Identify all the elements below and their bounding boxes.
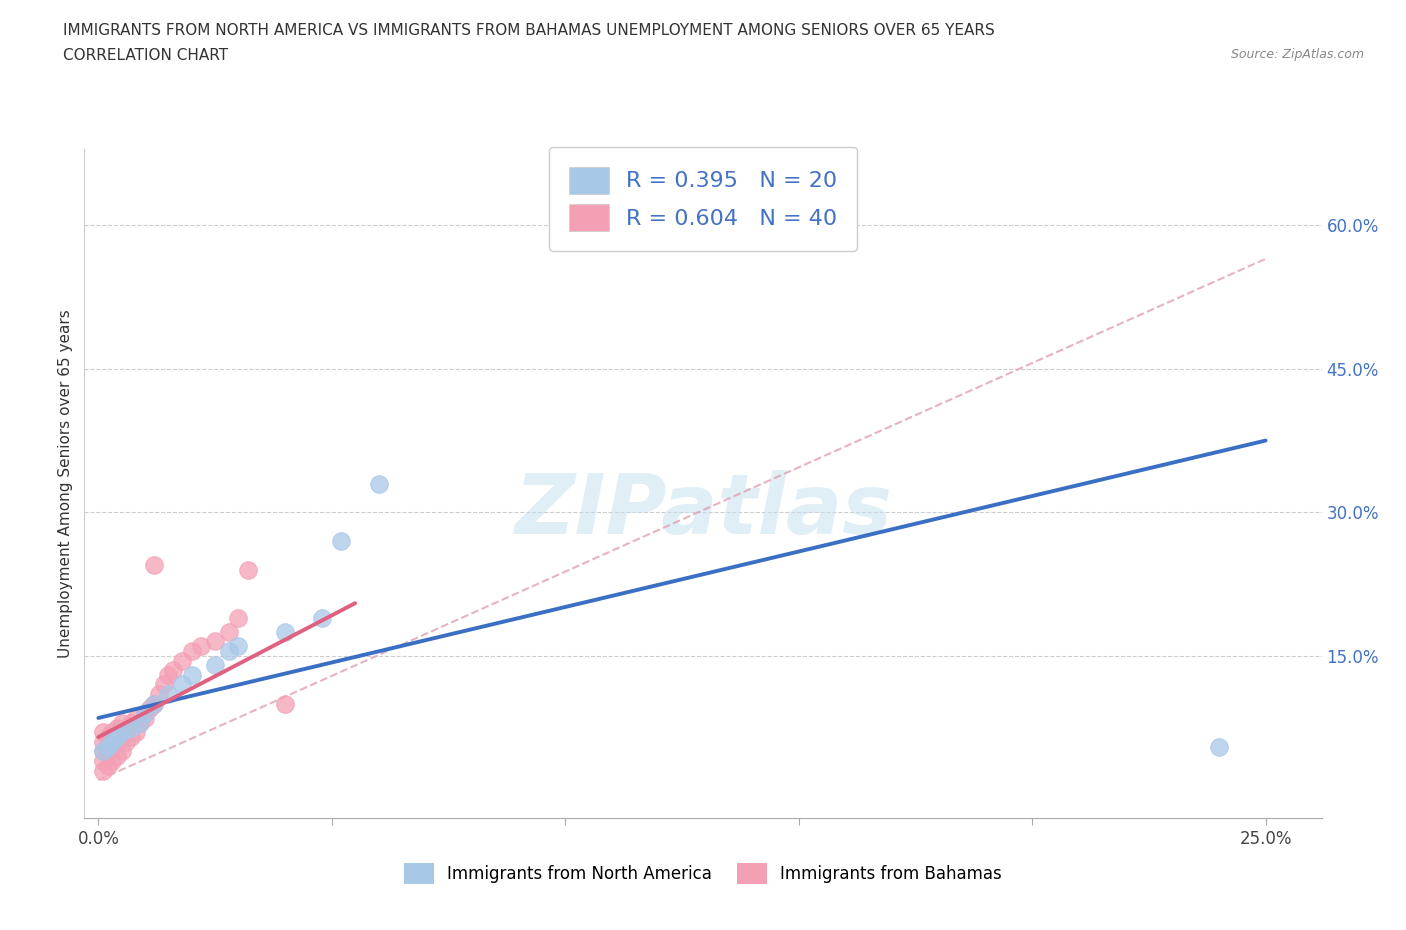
Point	[91, 735, 114, 750]
Point	[125, 724, 148, 739]
Point	[134, 711, 156, 725]
Text: ZIPatlas: ZIPatlas	[515, 470, 891, 551]
Point	[101, 739, 124, 754]
Point	[330, 534, 353, 549]
Point	[115, 735, 138, 750]
Point	[172, 677, 194, 692]
Point	[134, 706, 156, 721]
Point	[120, 730, 142, 745]
Point	[101, 735, 124, 750]
Point	[152, 677, 174, 692]
Point	[105, 749, 128, 764]
Point	[120, 720, 142, 735]
Point	[111, 744, 134, 759]
Point	[143, 697, 166, 711]
Point	[172, 653, 194, 668]
Point	[157, 686, 180, 701]
Point	[218, 644, 240, 658]
Point	[91, 724, 114, 739]
Point	[91, 744, 114, 759]
Point	[111, 715, 134, 730]
Point	[97, 758, 120, 773]
Point	[236, 563, 259, 578]
Point	[274, 624, 297, 639]
Point	[204, 658, 226, 672]
Point	[274, 697, 297, 711]
Point	[143, 697, 166, 711]
Point	[162, 663, 184, 678]
Point	[111, 730, 134, 745]
Text: CORRELATION CHART: CORRELATION CHART	[63, 48, 228, 63]
Text: IMMIGRANTS FROM NORTH AMERICA VS IMMIGRANTS FROM BAHAMAS UNEMPLOYMENT AMONG SENI: IMMIGRANTS FROM NORTH AMERICA VS IMMIGRA…	[63, 23, 995, 38]
Point	[129, 715, 152, 730]
Point	[91, 753, 114, 768]
Point	[97, 744, 120, 759]
Point	[105, 735, 128, 750]
Point	[157, 668, 180, 683]
Point	[97, 730, 120, 745]
Point	[228, 610, 250, 625]
Point	[1208, 739, 1230, 754]
Point	[120, 715, 142, 730]
Point	[97, 739, 120, 754]
Legend: Immigrants from North America, Immigrants from Bahamas: Immigrants from North America, Immigrant…	[391, 850, 1015, 897]
Point	[143, 557, 166, 572]
Point	[125, 711, 148, 725]
Point	[105, 730, 128, 745]
Point	[204, 634, 226, 649]
Point	[311, 610, 333, 625]
Point	[129, 715, 152, 730]
Point	[138, 701, 160, 716]
Point	[91, 764, 114, 778]
Point	[101, 753, 124, 768]
Point	[105, 720, 128, 735]
Point	[91, 744, 114, 759]
Point	[180, 644, 202, 658]
Point	[115, 724, 138, 739]
Point	[101, 724, 124, 739]
Point	[218, 624, 240, 639]
Point	[148, 686, 170, 701]
Point	[180, 668, 202, 683]
Point	[111, 724, 134, 739]
Point	[228, 639, 250, 654]
Y-axis label: Unemployment Among Seniors over 65 years: Unemployment Among Seniors over 65 years	[58, 309, 73, 658]
Point	[134, 706, 156, 721]
Point	[367, 476, 389, 491]
Point	[190, 639, 212, 654]
Text: Source: ZipAtlas.com: Source: ZipAtlas.com	[1230, 48, 1364, 61]
